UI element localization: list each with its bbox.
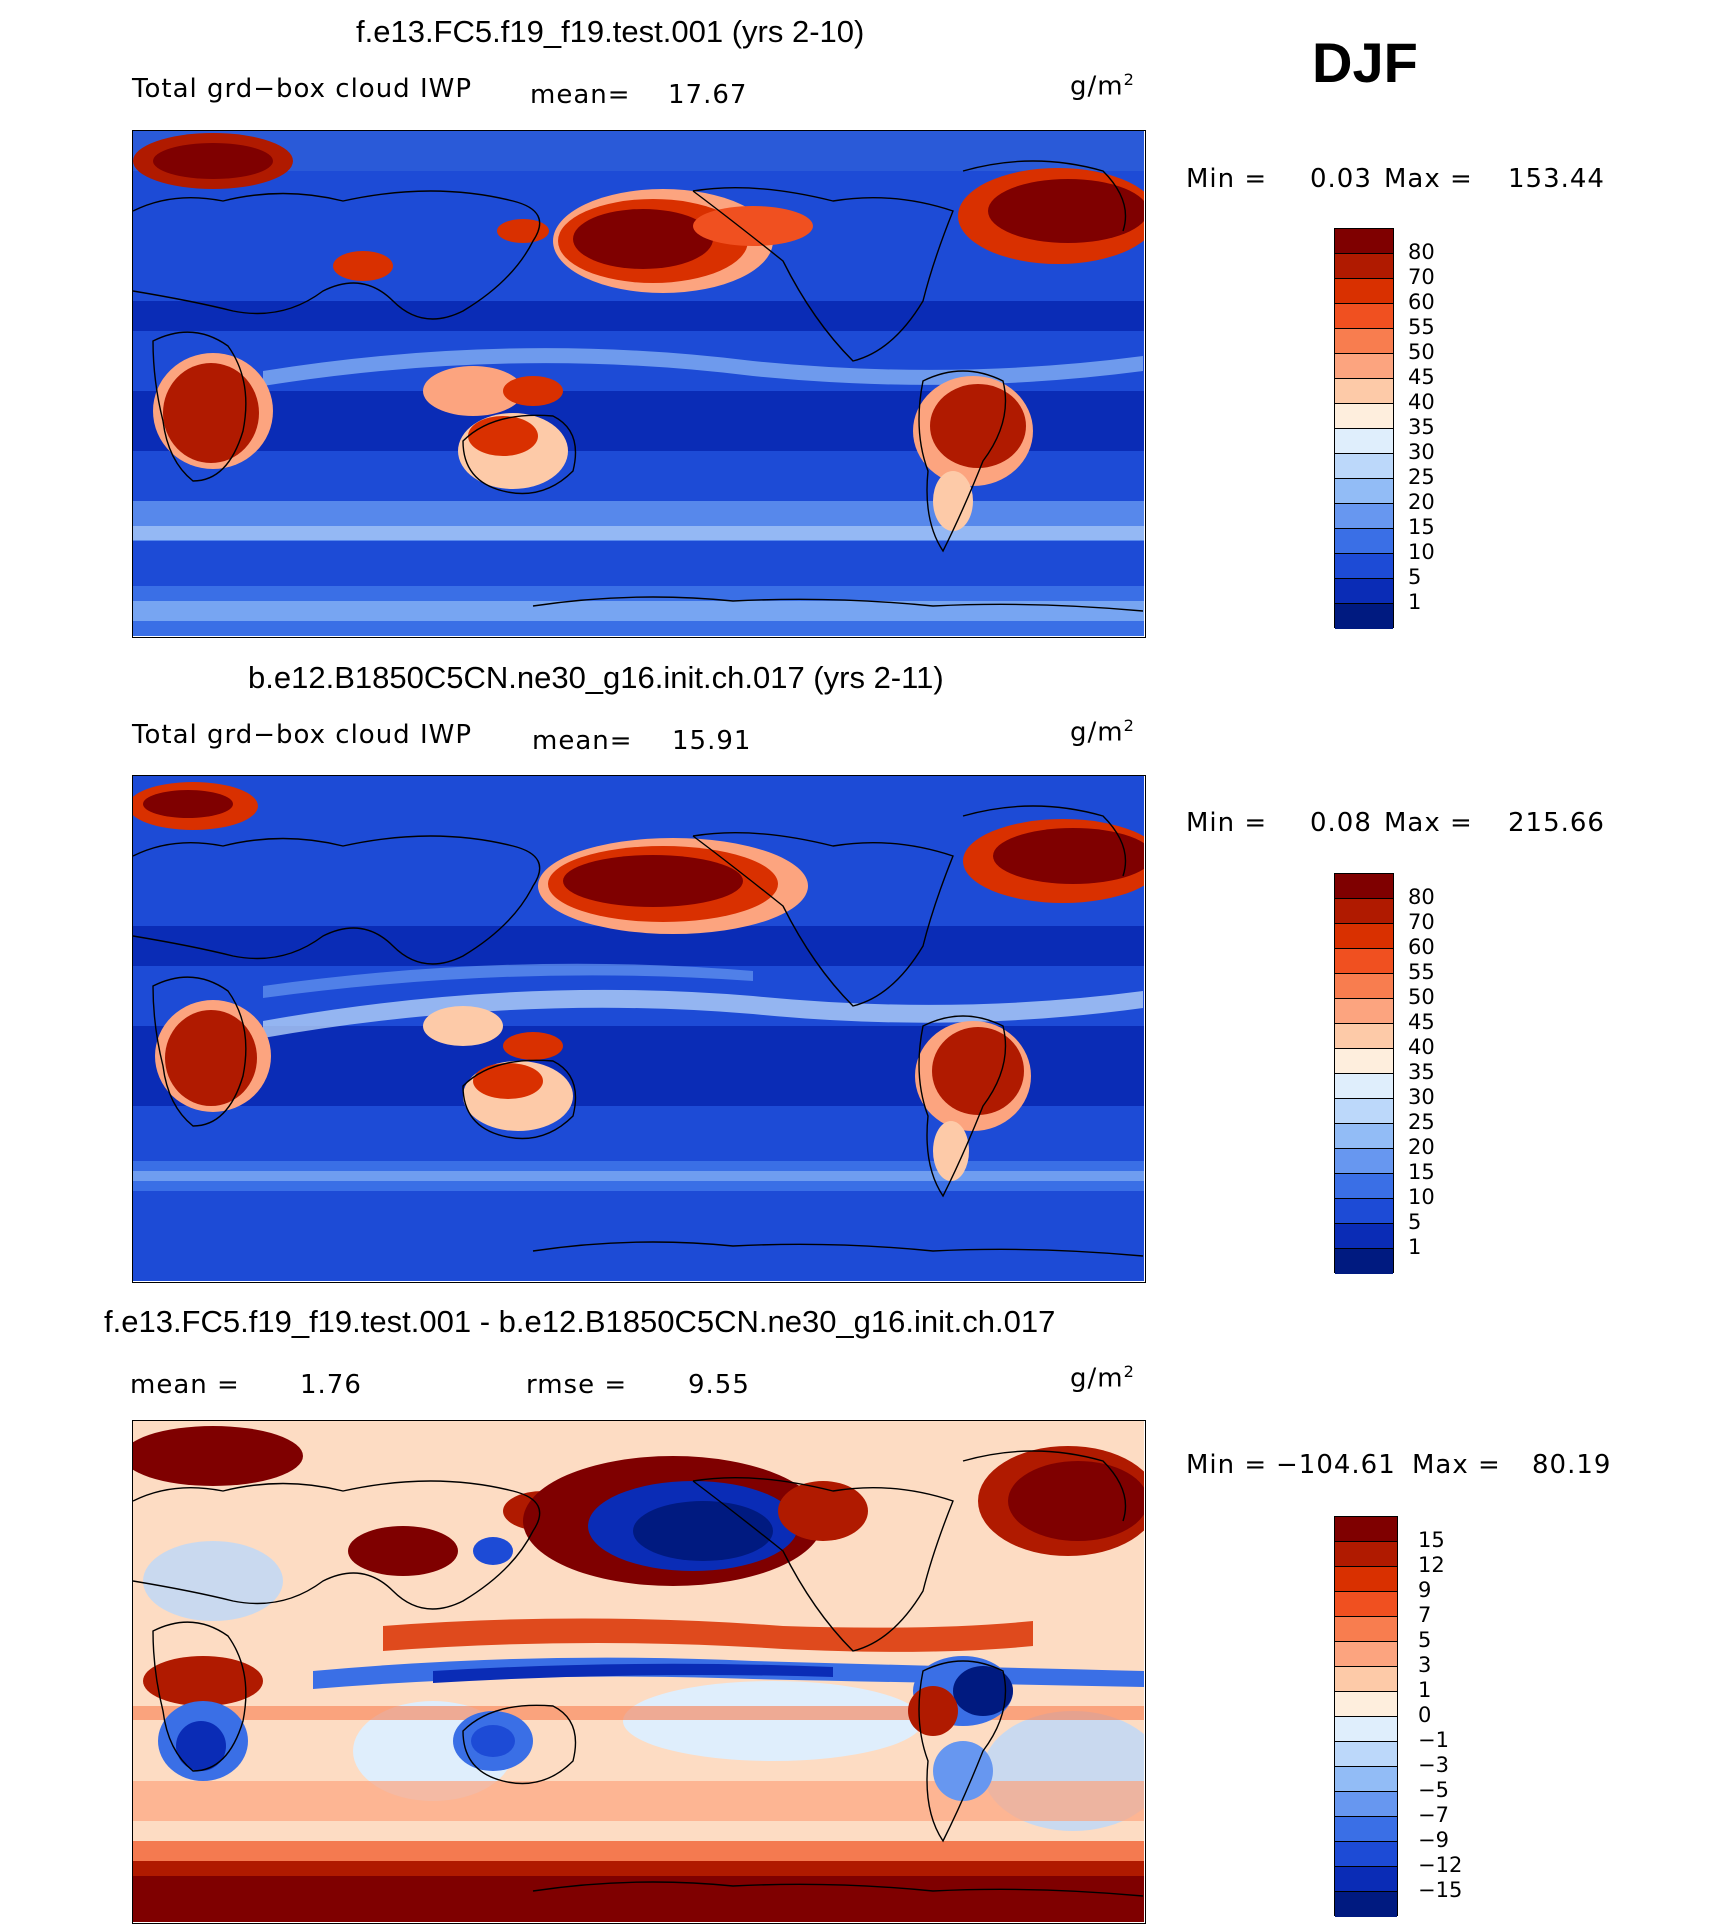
colorbar-label-top: 30 — [1408, 440, 1435, 464]
colorbar-label-top: 25 — [1408, 465, 1435, 489]
colorbar-label-middle: 55 — [1408, 960, 1435, 984]
colorbar-label-diff: 5 — [1418, 1628, 1432, 1652]
colorbar-label-top: 5 — [1408, 565, 1422, 589]
colorbar-label-diff: −12 — [1418, 1853, 1463, 1877]
season-label: DJF — [1312, 31, 1418, 94]
panel-mean-label-top: mean= — [530, 80, 631, 110]
colorbar-label-middle: 25 — [1408, 1110, 1435, 1134]
colorbar-label-middle: 30 — [1408, 1085, 1435, 1109]
colorbar-label-middle: 80 — [1408, 885, 1435, 909]
colorbar-top — [1334, 228, 1394, 629]
colorbar-label-middle: 45 — [1408, 1010, 1435, 1034]
colorbar-middle — [1334, 873, 1394, 1274]
panel-units-diff: g/m2 — [1070, 1362, 1135, 1394]
minmax-min-value-diff: −104.61 — [1276, 1450, 1396, 1480]
colorbar-label-diff: −7 — [1418, 1803, 1449, 1827]
minmax-min-label-top: Min = — [1186, 164, 1268, 194]
colorbar-label-middle: 15 — [1408, 1160, 1435, 1184]
map-field-top — [133, 131, 1144, 636]
minmax-max-value-top: 153.44 — [1508, 164, 1605, 194]
minmax-min-value-middle: 0.08 — [1310, 808, 1372, 838]
colorbar-label-diff: 1 — [1418, 1678, 1432, 1702]
minmax-min-label-middle: Min = — [1186, 808, 1268, 838]
colorbar-label-top: 20 — [1408, 490, 1435, 514]
minmax-min-label-diff: Min = — [1186, 1450, 1268, 1480]
map-panel-middle — [132, 775, 1146, 1283]
minmax-max-value-diff: 80.19 — [1532, 1450, 1612, 1480]
diff-rmse-label: rmse = — [526, 1370, 628, 1400]
colorbar-label-diff: −15 — [1418, 1878, 1463, 1902]
colorbar-label-diff: −1 — [1418, 1728, 1449, 1752]
panel-mean-value-top: 17.67 — [668, 80, 748, 110]
colorbar-diff — [1334, 1516, 1398, 1917]
panel-mean-label-middle: mean= — [532, 726, 633, 756]
minmax-max-label-middle: Max = — [1384, 808, 1473, 838]
map-panel-top — [132, 130, 1146, 638]
colorbar-label-diff: 15 — [1418, 1528, 1445, 1552]
colorbar-label-top: 55 — [1408, 315, 1435, 339]
colorbar-label-middle: 50 — [1408, 985, 1435, 1009]
colorbar-label-top: 35 — [1408, 415, 1435, 439]
colorbar-label-middle: 35 — [1408, 1060, 1435, 1084]
panel-title-top: f.e13.FC5.f19_f19.test.001 (yrs 2-10) — [356, 14, 865, 49]
colorbar-label-diff: 3 — [1418, 1653, 1432, 1677]
colorbar-label-top: 1 — [1408, 590, 1422, 614]
minmax-max-label-diff: Max = — [1412, 1450, 1501, 1480]
colorbar-label-diff: 12 — [1418, 1553, 1445, 1577]
panel-left-label-top: Total grd−box cloud IWP — [132, 74, 473, 104]
colorbar-label-middle: 60 — [1408, 935, 1435, 959]
colorbar-label-diff: −5 — [1418, 1778, 1449, 1802]
colorbar-label-top: 70 — [1408, 265, 1435, 289]
minmax-max-value-middle: 215.66 — [1508, 808, 1605, 838]
map-field-diff — [133, 1421, 1144, 1922]
colorbar-label-diff: −9 — [1418, 1828, 1449, 1852]
panel-mean-value-middle: 15.91 — [672, 726, 752, 756]
map-panel-diff — [132, 1420, 1146, 1924]
colorbar-label-diff: 0 — [1418, 1703, 1432, 1727]
colorbar-label-top: 15 — [1408, 515, 1435, 539]
colorbar-label-middle: 40 — [1408, 1035, 1435, 1059]
colorbar-label-middle: 5 — [1408, 1210, 1422, 1234]
colorbar-label-top: 50 — [1408, 340, 1435, 364]
colorbar-label-top: 45 — [1408, 365, 1435, 389]
panel-units-middle: g/m2 — [1070, 716, 1135, 748]
colorbar-label-middle: 10 — [1408, 1185, 1435, 1209]
colorbar-label-diff: 9 — [1418, 1578, 1432, 1602]
panel-units-top: g/m2 — [1070, 70, 1135, 102]
minmax-min-value-top: 0.03 — [1310, 164, 1372, 194]
colorbar-label-middle: 70 — [1408, 910, 1435, 934]
minmax-max-label-top: Max = — [1384, 164, 1473, 194]
panel-left-label-middle: Total grd−box cloud IWP — [132, 720, 473, 750]
colorbar-label-diff: −3 — [1418, 1753, 1449, 1777]
colorbar-label-diff: 7 — [1418, 1603, 1432, 1627]
diff-rmse-value: 9.55 — [688, 1370, 750, 1400]
diff-mean-value: 1.76 — [300, 1370, 362, 1400]
colorbar-label-top: 60 — [1408, 290, 1435, 314]
colorbar-label-top: 80 — [1408, 240, 1435, 264]
colorbar-label-middle: 20 — [1408, 1135, 1435, 1159]
diff-mean-label: mean = — [130, 1370, 240, 1400]
map-field-middle — [133, 776, 1144, 1281]
colorbar-label-top: 40 — [1408, 390, 1435, 414]
colorbar-label-top: 10 — [1408, 540, 1435, 564]
colorbar-label-middle: 1 — [1408, 1235, 1422, 1259]
panel-title-diff: f.e13.FC5.f19_f19.test.001 - b.e12.B1850… — [104, 1304, 1056, 1339]
panel-title-middle: b.e12.B1850C5CN.ne30_g16.init.ch.017 (yr… — [248, 660, 944, 695]
